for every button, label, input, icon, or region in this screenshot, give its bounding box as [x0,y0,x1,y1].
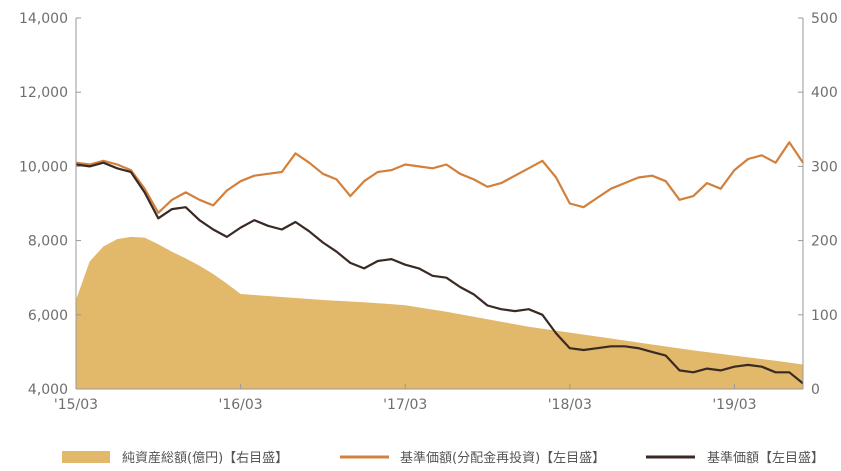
right-tick-label: 0 [811,382,820,398]
x-tick-label: '17/03 [383,397,427,413]
x-tick-label: '16/03 [219,397,263,413]
right-tick-label: 400 [811,85,838,101]
area-layer [76,236,803,389]
x-tick-label: '15/03 [54,397,98,413]
right-tick-label: 300 [811,159,838,175]
left-tick-label: 12,000 [19,85,68,101]
legend-swatch-net-assets [62,451,110,463]
series-area-0 [76,236,803,389]
series-line-2 [75,161,804,385]
right-tick-label: 200 [811,234,838,250]
x-tick-label: '18/03 [548,397,592,413]
right-tick-label: 100 [811,308,838,324]
series-line-1 [75,141,804,214]
left-tick-label: 8,000 [28,234,68,250]
legend-label-nav: 基準価額【左目盛】 [707,450,824,466]
right-tick-label: 500 [811,11,838,27]
line-layer [75,141,804,385]
legend-label-net-assets: 純資産総額(億円)【右目盛】 [122,450,288,466]
left-tick-label: 4,000 [28,382,68,398]
left-tick-label: 6,000 [28,308,68,324]
left-tick-label: 14,000 [19,11,68,27]
left-tick-label: 10,000 [19,159,68,175]
tick-layer: 4,000 6,000 8,000 10,000 12,000 14,000 0 100 200… [19,11,838,413]
legend-label-nav-reinvested: 基準価額(分配金再投資)【左目盛】 [400,450,605,466]
x-tick-label: '19/03 [712,397,756,413]
axis-layer [75,18,804,390]
legend: 純資産総額(億円)【右目盛】 基準価額(分配金再投資)【左目盛】 基準価額【左目… [62,450,824,466]
